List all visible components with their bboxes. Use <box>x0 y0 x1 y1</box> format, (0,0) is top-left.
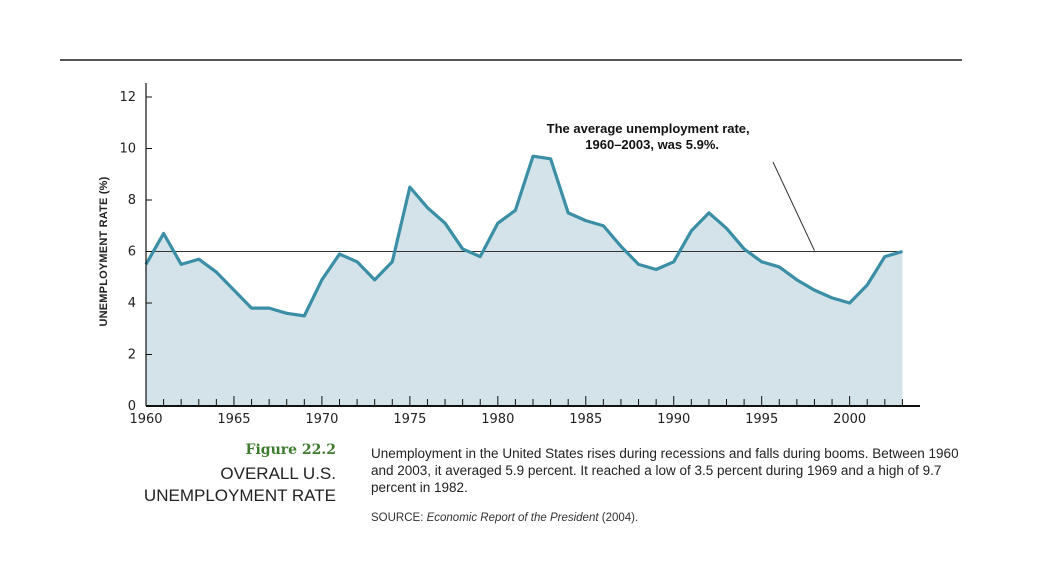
y-tick-label-2: 2 <box>128 348 136 363</box>
y-axis-label: UNEMPLOYMENT RATE (%) <box>98 176 110 326</box>
source-suffix: (2004). <box>598 512 639 524</box>
top-rule <box>60 59 962 61</box>
figure-title-line-2: UNEMPLOYMENT RATE <box>143 486 336 505</box>
source-title: Economic Report of the President <box>426 512 599 524</box>
y-tick-label-10: 10 <box>119 142 136 157</box>
annotation-line-1: The average unemployment rate, <box>547 121 750 136</box>
y-tick-label-12: 12 <box>119 90 136 105</box>
y-tick-label-6: 6 <box>128 245 136 260</box>
y-tick-label-4: 4 <box>128 296 136 311</box>
x-tick-label-1990: 1990 <box>657 412 690 427</box>
x-tick-label-1975: 1975 <box>393 412 426 427</box>
x-tick-label-1970: 1970 <box>305 412 338 427</box>
x-tick-label-2000: 2000 <box>833 412 866 427</box>
figure-title-line-1: OVERALL U.S. <box>220 464 336 483</box>
y-tick-label-0: 0 <box>128 399 136 414</box>
area-fill <box>146 156 903 406</box>
x-tick-label-1965: 1965 <box>217 412 250 427</box>
figure-number: Figure 22.2 <box>245 442 336 458</box>
y-tick-label-8: 8 <box>128 193 136 208</box>
annotation-pointer <box>772 161 815 251</box>
unemployment-chart: 0 2 4 6 8 10 12 1960 1965 1970 1975 1980 1985 1990 199… <box>98 83 920 427</box>
figure-title: OVERALL U.S. UNEMPLOYMENT RATE <box>106 463 336 507</box>
x-tick-label-1980: 1980 <box>481 412 514 427</box>
x-tick-label-1960: 1960 <box>129 412 162 427</box>
x-tick-label-1995: 1995 <box>745 412 778 427</box>
annotation-line-2: 1960–2003, was 5.9%. <box>585 137 719 152</box>
source-prefix: SOURCE: <box>371 512 427 524</box>
series-line <box>144 154 903 318</box>
x-tick-label-1985: 1985 <box>569 412 602 427</box>
figure-caption: Unemployment in the United States rises … <box>371 446 959 495</box>
figure-source: SOURCE: Economic Report of the President… <box>371 512 971 524</box>
